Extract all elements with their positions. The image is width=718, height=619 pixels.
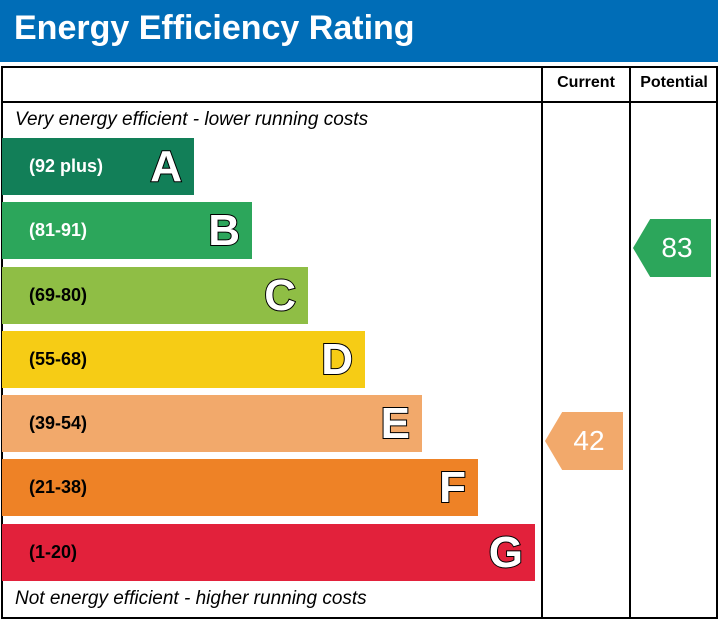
current-rating-value: 42 xyxy=(573,425,605,456)
band-bar-e: (39-54) E xyxy=(2,395,422,452)
band-letter: F xyxy=(438,462,467,513)
band-letter: C xyxy=(263,270,297,321)
band-range: (92 plus) xyxy=(29,156,104,176)
band-range: (1-20) xyxy=(29,542,78,562)
band-bar-a: (92 plus) A xyxy=(2,138,194,195)
band-letter: B xyxy=(207,205,241,256)
column-divider xyxy=(629,66,631,619)
bottom-note: Not energy efficient - higher running co… xyxy=(15,588,367,609)
current-rating-arrow: 42 xyxy=(545,412,623,470)
top-note: Very energy efficient - lower running co… xyxy=(15,109,369,130)
band-range: (81-91) xyxy=(29,220,88,240)
potential-rating-arrow: 83 xyxy=(633,219,711,277)
potential-column-header: Potential xyxy=(640,74,708,91)
band-range: (55-68) xyxy=(29,349,88,369)
band-range: (39-54) xyxy=(29,413,88,433)
band-letter: E xyxy=(380,398,411,449)
band-letter: G xyxy=(488,527,524,578)
potential-rating-value: 83 xyxy=(661,232,693,263)
band-range: (69-80) xyxy=(29,285,88,305)
header-bar: Energy Efficiency Rating xyxy=(0,0,718,62)
band-bar-g: (1-20) G xyxy=(2,524,535,581)
band-letter: A xyxy=(149,141,183,192)
chart-title: Energy Efficiency Rating xyxy=(14,9,415,47)
band-bar-f: (21-38) F xyxy=(2,459,478,516)
column-divider xyxy=(541,66,543,619)
band-bar-b: (81-91) B xyxy=(2,202,252,259)
header-divider xyxy=(1,101,718,103)
band-range: (21-38) xyxy=(29,477,88,497)
band-letter: D xyxy=(320,334,354,385)
band-bar-d: (55-68) D xyxy=(2,331,365,388)
current-column-header: Current xyxy=(557,74,615,91)
band-bar-c: (69-80) C xyxy=(2,267,308,324)
